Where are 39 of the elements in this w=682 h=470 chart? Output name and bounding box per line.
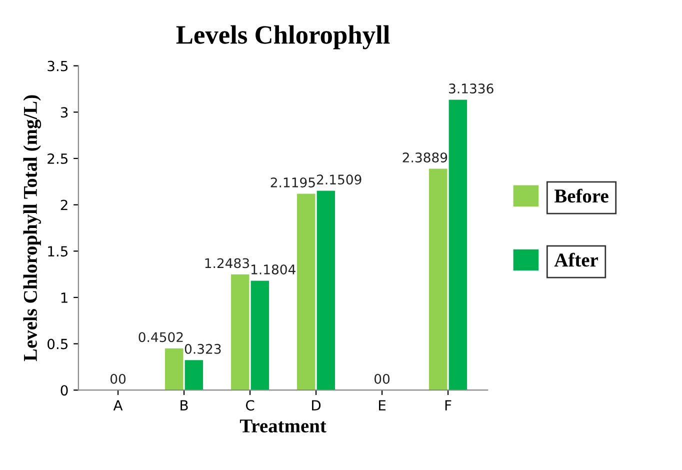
x-tick-label: B [180, 400, 188, 410]
bar [231, 274, 250, 390]
data-label: 0 [110, 374, 118, 384]
data-label: 3.1336 [449, 84, 494, 94]
x-tick-label: C [246, 400, 254, 411]
legend-label: After [554, 252, 598, 267]
x-tick-label: D [312, 400, 321, 410]
y-tick-label: 2 [60, 200, 68, 210]
y-tick-label: 0.5 [48, 338, 68, 350]
x-tick-label: E [379, 400, 386, 410]
data-label: 0 [374, 374, 382, 384]
bar [297, 194, 316, 390]
x-tick-label: A [113, 400, 123, 410]
bar [250, 280, 270, 390]
y-tick-label: 1.5 [48, 246, 68, 257]
legend-label: Before [554, 188, 608, 203]
data-label: 2.1195 [270, 177, 315, 188]
data-label: 0.323 [184, 344, 221, 354]
x-tick-label: F [445, 400, 452, 410]
chart-title: Levels Chlorophyll [176, 25, 390, 50]
data-label: 1.1804 [251, 264, 296, 274]
bar [165, 348, 184, 390]
y-tick-label: 3 [60, 107, 68, 118]
bar [429, 168, 448, 390]
bar [316, 190, 336, 390]
y-tick-label: 2.5 [48, 153, 68, 164]
y-tick-label: 3.5 [48, 60, 68, 72]
data-label: 0.4502 [138, 332, 183, 342]
y-tick-label: 0 [60, 385, 68, 396]
x-axis-title: Treatment [240, 420, 326, 433]
bar [448, 100, 468, 390]
y-tick-label: 1 [61, 292, 68, 303]
data-label: 2.1509 [316, 174, 362, 185]
data-label: 2.3889 [402, 152, 448, 162]
data-label: 0 [382, 374, 390, 384]
y-axis-title: Levels Chlorophyll Total (mg/L) [23, 95, 42, 362]
data-label: 1.2483 [205, 258, 249, 268]
data-label: 0 [118, 374, 126, 384]
bar [184, 360, 204, 390]
